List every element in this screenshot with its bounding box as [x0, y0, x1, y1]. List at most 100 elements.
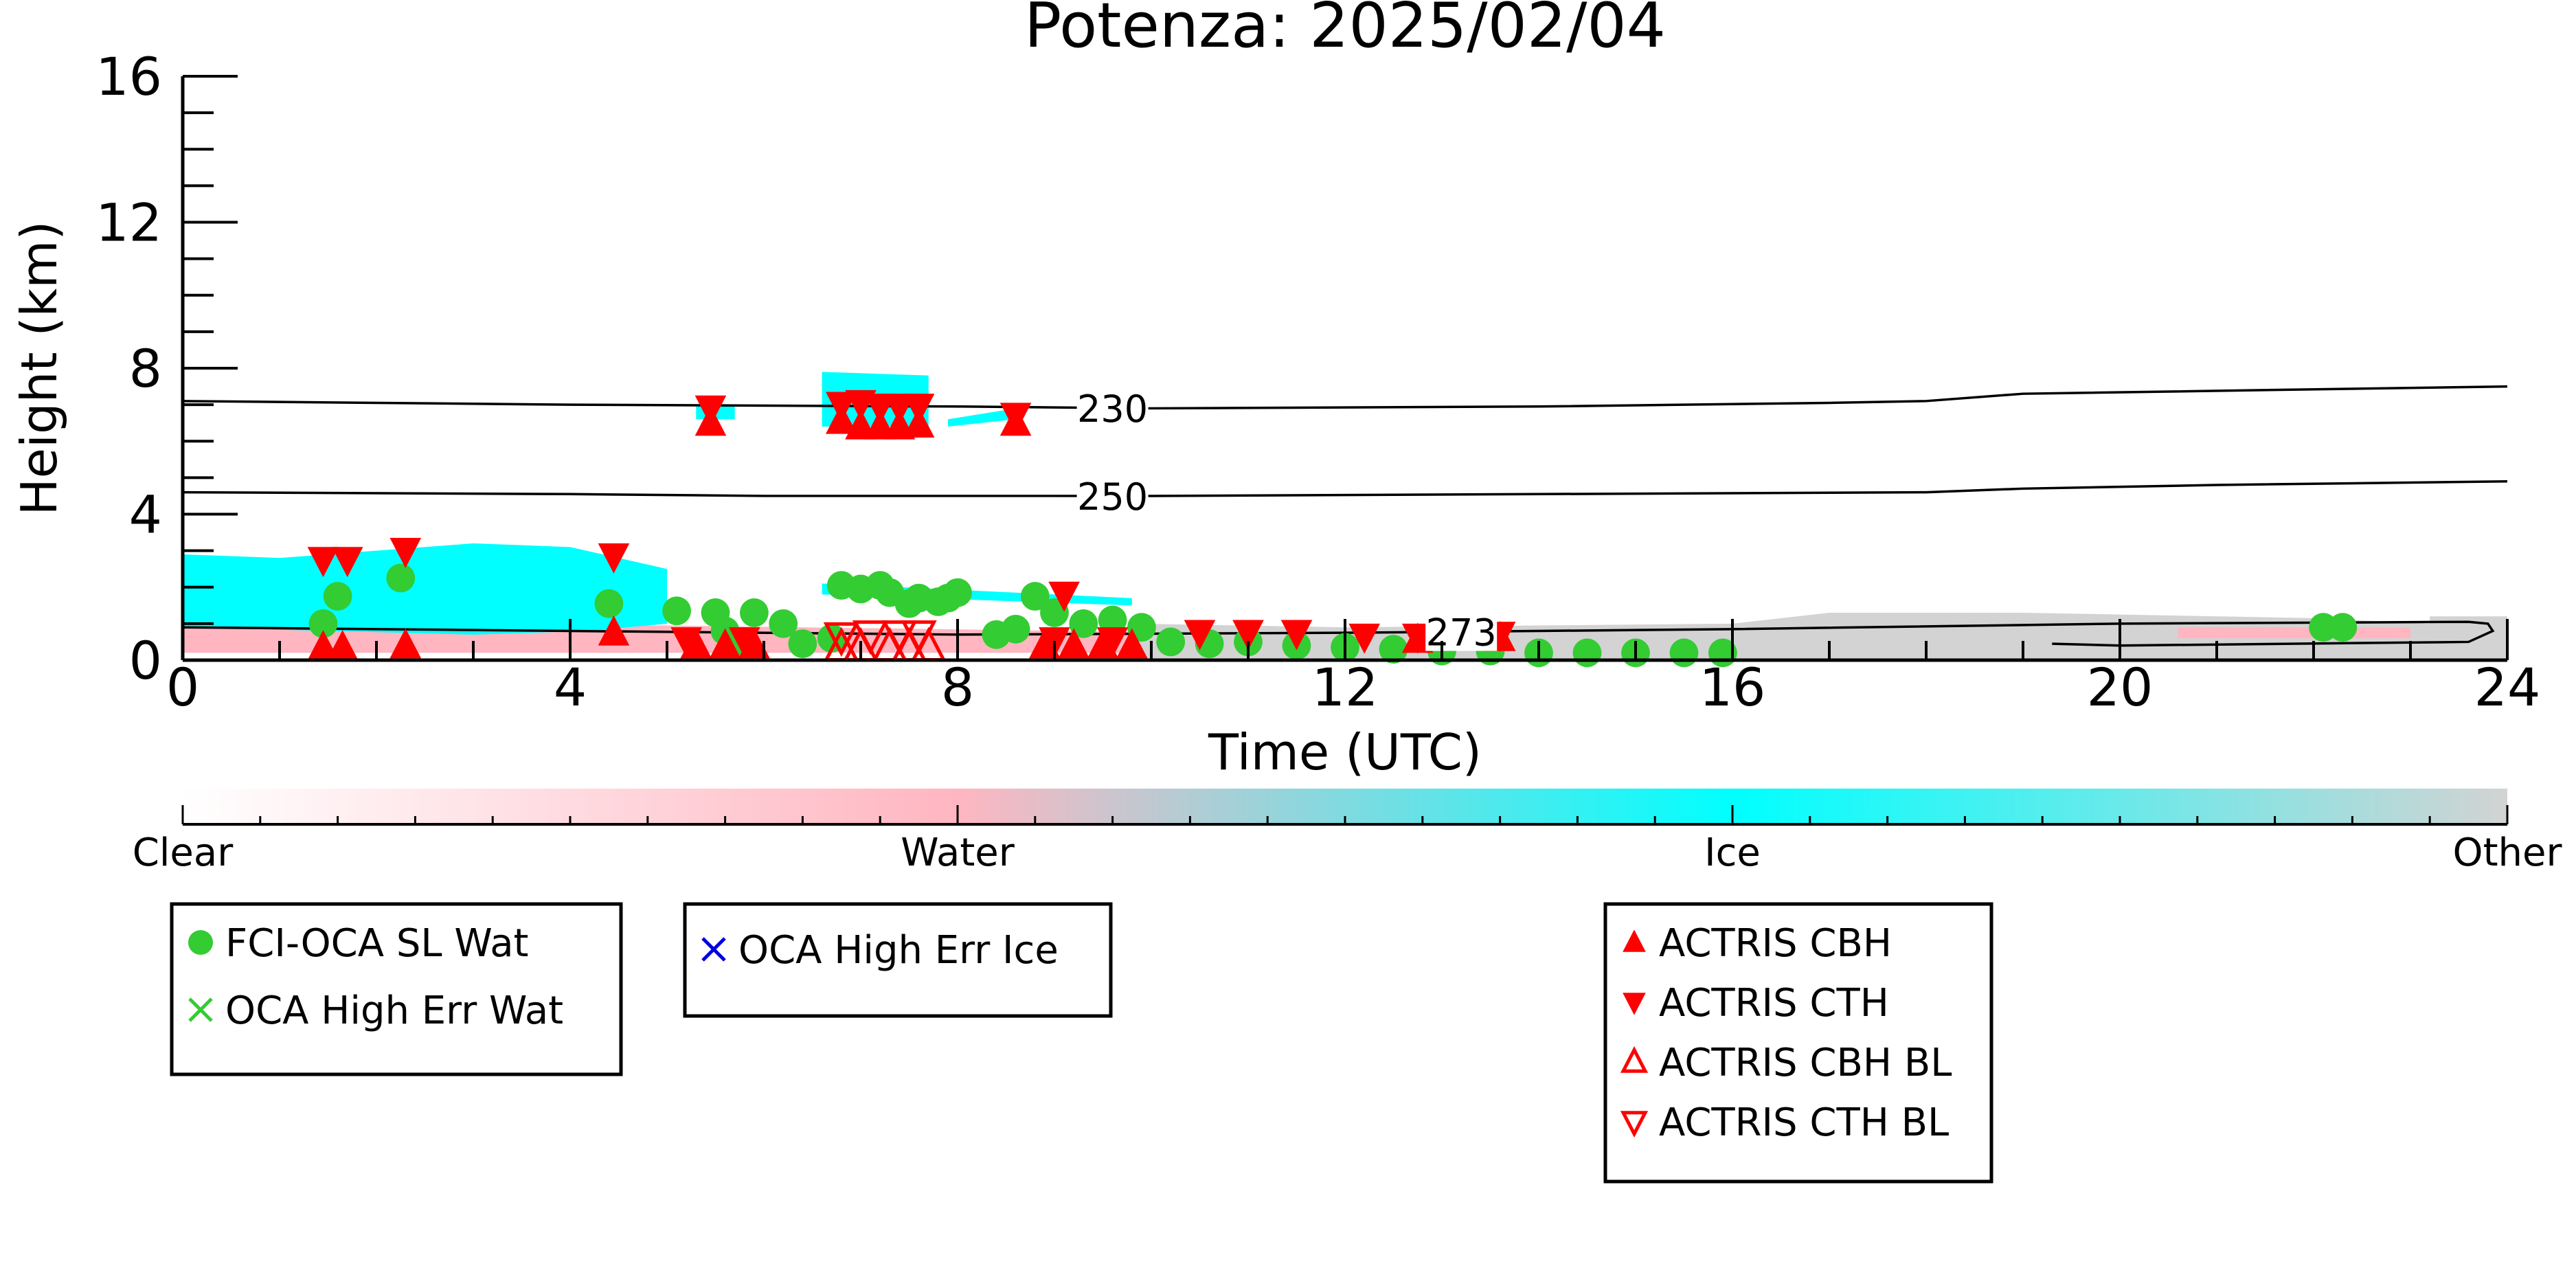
- marker-fci-oca-sl-wat: [594, 589, 624, 618]
- marker-actris-cth-bl: [881, 620, 918, 655]
- marker-fci-oca-sl-wat: [1156, 627, 1186, 657]
- cloud-region-ice: [183, 543, 667, 635]
- legend-2: OCA High Err Ice: [683, 902, 1113, 1018]
- legend-entry: ACTRIS CBH: [1659, 921, 1892, 966]
- contour-label-250: 250: [1077, 475, 1148, 519]
- y-tick-label: 8: [129, 338, 162, 399]
- marker-actris-cth: [864, 394, 896, 425]
- legend-marker: [1620, 1046, 1649, 1073]
- marker-actris-cth-bl: [823, 622, 859, 657]
- x-tick-label: 24: [2474, 657, 2541, 718]
- marker-actris-cth-bl: [852, 620, 889, 655]
- legend-entry: ACTRIS CTH: [1659, 981, 1889, 1026]
- x-tick-label: 4: [554, 657, 587, 718]
- x-stroke: [701, 937, 726, 962]
- marker-fci-oca-sl-wat: [2328, 613, 2358, 642]
- y-tick-label: 16: [95, 46, 162, 107]
- marker-actris-cth-bl: [901, 620, 937, 655]
- x-tick-label: 8: [941, 657, 974, 718]
- legend-frame: [1603, 902, 1993, 1184]
- marker-actris-cth: [999, 403, 1032, 433]
- cloud-region-ice: [947, 408, 1016, 427]
- marker-actris-cbh: [389, 628, 422, 659]
- marker-actris-cth: [1096, 627, 1129, 658]
- marker-fci-oca-sl-wat: [323, 582, 352, 611]
- marker-actris-cth: [1048, 581, 1080, 612]
- cloud-region-water: [2178, 627, 2410, 639]
- cloud-regions: [183, 372, 2507, 660]
- chart-title: Potenza: 2025/02/04: [1024, 0, 1666, 62]
- y-axis-label: Height (km): [10, 221, 68, 516]
- marker-fci-oca-sl-wat: [1572, 638, 1602, 668]
- legend-entry: FCI-OCA SL Wat: [225, 921, 529, 966]
- marker-fci-oca-sl-wat: [1098, 605, 1127, 635]
- marker-actris-cth: [1280, 620, 1313, 651]
- marker-fci-oca-sl-wat: [740, 598, 769, 627]
- marker-fci-oca-sl-wat: [769, 609, 798, 638]
- marker-actris-cbh: [598, 615, 630, 646]
- contour-label-bg: [1076, 475, 1149, 515]
- marker-actris-cth: [598, 543, 630, 574]
- marker-actris-cbh: [1116, 628, 1148, 659]
- marker-actris-cbh: [709, 628, 741, 659]
- contour-label-230: 230: [1077, 387, 1148, 431]
- x-tick-label: 0: [166, 657, 199, 718]
- marker-fci-oca-sl-wat: [1379, 635, 1408, 664]
- contour-label-bg: [1425, 611, 1498, 651]
- marker-fci-oca-sl-wat: [1069, 609, 1098, 638]
- marker-fci-oca-sl-wat: [662, 596, 691, 626]
- legend-entry: OCA High Err Ice: [738, 928, 1059, 973]
- y-tick-label: 4: [129, 484, 162, 545]
- marker-actris-cth: [389, 537, 422, 568]
- marker-actris-cth: [883, 394, 916, 425]
- axes: 230 250 273 0 4 8 12 16 0 4 8 12 16 20 24: [95, 46, 2540, 718]
- marker-fci-oca-sl-wat: [1001, 614, 1030, 644]
- legend-marker: [188, 929, 214, 956]
- x-axis-label: Time (UTC): [1208, 723, 1482, 781]
- x-tick-label: 12: [1312, 657, 1379, 718]
- colorbar-label-ice: Ice: [1704, 831, 1761, 875]
- contour-label-bg: [1076, 387, 1149, 427]
- marker-actris-cth: [331, 547, 363, 578]
- legend-marker: [701, 937, 726, 962]
- legend-entry: ACTRIS CBH BL: [1659, 1041, 1952, 1085]
- marker-fci-oca-sl-wat: [1020, 582, 1050, 611]
- y-tick-label: 12: [95, 192, 162, 253]
- legend-marker: [1623, 929, 1646, 952]
- legend-frame: [170, 902, 623, 1076]
- marker-fci-oca-sl-wat: [943, 578, 972, 607]
- marker-fci-oca-sl-wat: [1669, 638, 1699, 668]
- y-tick-label: 0: [129, 630, 162, 691]
- legend-frame: [683, 902, 1113, 1018]
- legend-marker: [1620, 1111, 1649, 1138]
- marker-actris-cth: [1348, 623, 1381, 654]
- marker-actris-cth: [728, 627, 760, 658]
- marker-actris-cth: [307, 547, 339, 578]
- colorbar-axis: Clear Water Ice Other: [133, 805, 2562, 875]
- colorbar-label-other: Other: [2452, 831, 2562, 875]
- legend-entry: OCA High Err Wat: [225, 988, 563, 1033]
- colorbar-label-water: Water: [901, 831, 1015, 875]
- marker-actris-cth: [694, 395, 727, 426]
- legends: FCI-OCA SL Wat OCA High Err Wat OCA High E…: [170, 902, 1993, 1184]
- marker-actris-cbh: [1058, 628, 1090, 659]
- colorbar-label-clear: Clear: [133, 831, 234, 875]
- marker-fci-oca-sl-wat: [788, 629, 817, 658]
- contour-250: [183, 479, 2507, 497]
- x-tick-label: 20: [2087, 657, 2154, 718]
- contour-label-273: 273: [1426, 611, 1497, 655]
- contour-230: [183, 385, 2507, 410]
- legend-marker: [188, 997, 213, 1022]
- x-stroke: [188, 997, 213, 1022]
- marker-fci-oca-sl-wat: [386, 563, 416, 593]
- legend-marker: [1623, 993, 1646, 1015]
- marker-actris-cbh: [864, 409, 896, 440]
- legend-3: ACTRIS CBH ACTRIS CTH ACTRIS CBH BL ACTRIS …: [1603, 902, 1993, 1184]
- marker-actris-cbh: [845, 409, 877, 440]
- marker-actris-cth: [1184, 620, 1216, 651]
- marker-actris-cth: [1232, 620, 1264, 651]
- marker-fci-oca-sl-wat: [308, 609, 338, 638]
- marker-actris-cth: [825, 392, 857, 422]
- x-tick-label: 16: [1699, 657, 1766, 718]
